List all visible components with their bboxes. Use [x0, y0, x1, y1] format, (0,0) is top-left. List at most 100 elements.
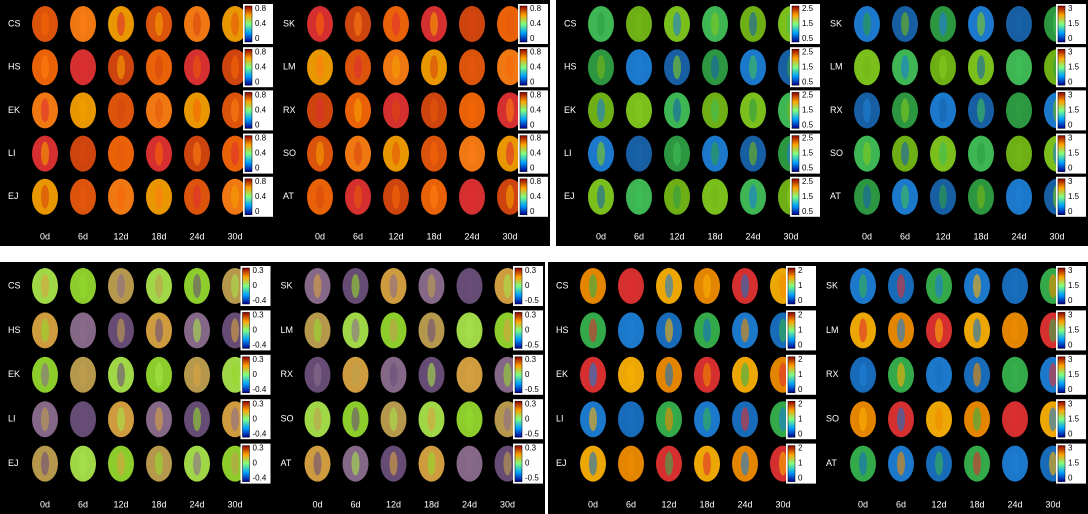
leaf-vein	[1015, 141, 1023, 166]
leaf-vein	[901, 55, 909, 80]
leaf-vein	[231, 451, 239, 476]
leaf-vein	[231, 98, 239, 123]
leaf-vein	[313, 274, 322, 298]
leaf-vein	[155, 184, 163, 209]
species-label: LM	[826, 325, 839, 335]
day-label: 0d	[40, 231, 50, 241]
colorbar	[242, 356, 250, 394]
leaf-vein	[351, 318, 360, 343]
colorbar	[1057, 400, 1066, 438]
leaf-vein	[1049, 362, 1057, 387]
leaf-vein	[503, 274, 512, 298]
colorbar	[244, 48, 253, 86]
leaf-vein	[703, 274, 711, 298]
colorbar-label: 0	[255, 121, 260, 130]
colorbar-label: 1.5	[1068, 459, 1080, 468]
colorbar-label: -0.5	[525, 296, 539, 305]
day-label: 24d	[1007, 499, 1022, 509]
day-label: 18d	[151, 231, 166, 241]
day-label: 30d	[227, 499, 242, 509]
colorbar	[242, 400, 250, 438]
colorbar	[514, 267, 523, 305]
species-label: HS	[556, 325, 569, 335]
panel: CS 2.5 1.5 0.5 HS 2.5 1.5 0.5 EK 2.5 1.5 0.5 LI 2.5 1.…	[556, 0, 1088, 246]
leaf-vein	[977, 98, 985, 123]
colorbar-label: 0.3	[253, 266, 265, 275]
day-label: 6d	[353, 231, 363, 241]
leaf-vein	[901, 141, 909, 166]
leaf-vein	[468, 12, 476, 36]
day-label: 12d	[113, 231, 128, 241]
colorbar-label: 1.5	[1068, 19, 1080, 28]
leaf-vein	[1049, 318, 1057, 343]
colorbar-label: 3	[1068, 399, 1073, 408]
leaf-vein	[935, 318, 943, 343]
colorbar-label: 0	[1068, 296, 1073, 305]
colorbar-label: 0	[798, 429, 803, 438]
species-label: CS	[8, 18, 21, 28]
leaf-vein	[973, 274, 981, 298]
day-label: 18d	[973, 231, 988, 241]
leaf-vein	[597, 98, 605, 123]
leaf-vein	[901, 12, 909, 36]
colorbar-label: 0.4	[530, 149, 542, 158]
colorbar-label: 0	[525, 414, 530, 423]
leaf-vein	[155, 98, 163, 123]
leaf-vein	[711, 98, 719, 123]
colorbar	[787, 267, 796, 305]
colorbar-label: 1.5	[1068, 106, 1080, 115]
leaf-vein	[749, 55, 757, 80]
leaf-vein	[863, 55, 871, 80]
day-label: 30d	[1049, 231, 1064, 241]
panel: CS 0.8 0.4 0 HS 0.8 0.4 0 EK 0.8 0.4 0 LI 0.8 0.4 0 EJ 0.…	[0, 0, 550, 246]
panel: CS 0.3 0 -0.4 HS 0.3 0 -0.4 EK 0.3 0 -0.4 LI 0.3 0 -0.4…	[0, 262, 545, 514]
leaf-vein	[41, 55, 49, 80]
day-label: 24d	[737, 499, 752, 509]
leaf-vein	[863, 141, 871, 166]
colorbar-label: 0	[1068, 207, 1073, 216]
day-label: 24d	[189, 499, 204, 509]
day-label: 24d	[189, 231, 204, 241]
leaf-vein	[231, 407, 239, 432]
leaf-vein	[79, 362, 87, 387]
colorbar	[1057, 445, 1066, 482]
colorbar-label: 2	[798, 399, 803, 408]
leaf-vein	[430, 55, 438, 80]
leaf-vein	[859, 362, 867, 387]
colorbar-label: 0	[1068, 164, 1073, 173]
leaf-vein	[779, 451, 787, 476]
day-label: 6d	[350, 499, 360, 509]
leaf-vein	[79, 407, 87, 432]
colorbar	[514, 356, 523, 394]
day-label: 6d	[896, 499, 906, 509]
leaf-vein	[749, 184, 757, 209]
leaf-vein	[589, 451, 597, 476]
leaf-vein	[313, 318, 322, 343]
leaf-vein	[635, 12, 643, 36]
leaf-vein	[392, 55, 400, 80]
leaf-vein	[316, 12, 324, 36]
colorbar	[1057, 312, 1066, 349]
colorbar	[514, 445, 523, 482]
leaf-vein	[741, 451, 749, 476]
leaf-vein	[316, 184, 324, 209]
leaf-vein	[117, 141, 125, 166]
colorbar-label: 2.5	[802, 134, 814, 143]
colorbar-label: 0	[530, 34, 535, 43]
leaf-vein	[392, 141, 400, 166]
leaf-vein	[589, 407, 597, 432]
leaf-vein	[1011, 451, 1019, 476]
species-label: RX	[830, 105, 843, 115]
leaf-vein	[1015, 55, 1023, 80]
species-label: SO	[283, 148, 296, 158]
colorbar-label: 0	[530, 77, 535, 86]
leaf-vein	[193, 362, 201, 387]
colorbar-label: 0.3	[525, 444, 537, 453]
colorbar	[242, 312, 250, 349]
leaf-vein	[389, 362, 398, 387]
leaf-vein	[1049, 407, 1057, 432]
leaf-vein	[589, 274, 597, 298]
leaf-vein	[392, 98, 400, 123]
leaf-vein	[665, 274, 673, 298]
colorbar-label: 1	[798, 414, 803, 423]
